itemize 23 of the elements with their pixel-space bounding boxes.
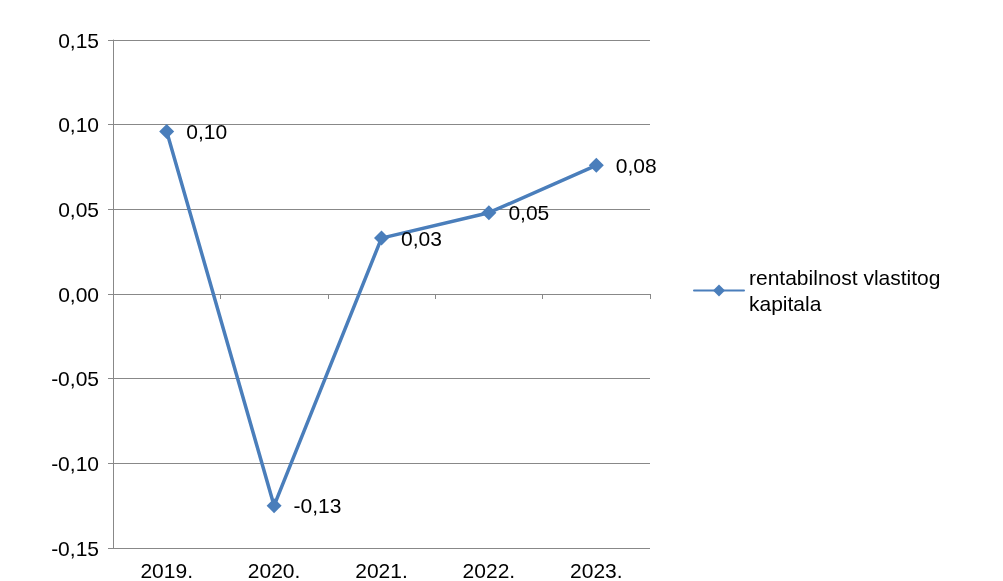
y-tick-label: -0,10 bbox=[51, 451, 99, 475]
x-tick-label: 2021. bbox=[355, 559, 408, 581]
y-tick-label: 0,00 bbox=[58, 282, 99, 306]
point bbox=[266, 498, 282, 514]
y-tick-label: 0,10 bbox=[58, 113, 99, 137]
y-tick-label: -0,15 bbox=[51, 536, 99, 560]
x-tick-label: 2019. bbox=[140, 559, 193, 581]
point bbox=[159, 123, 175, 139]
point bbox=[588, 157, 604, 173]
data-label: 0,10 bbox=[186, 119, 228, 143]
data-label: 0,03 bbox=[401, 226, 442, 250]
x-tick-label: 2020. bbox=[247, 559, 301, 581]
point bbox=[481, 205, 497, 221]
data-label: -0,13 bbox=[293, 494, 342, 518]
x-tick-label: 2022. bbox=[462, 559, 516, 581]
y-tick-label: 0,05 bbox=[58, 197, 99, 221]
data-label: 0,08 bbox=[615, 153, 657, 177]
point bbox=[374, 230, 389, 246]
legend-label: rentabilnost vlastitog kapitala bbox=[749, 266, 947, 315]
x-tick-label: 2023. bbox=[570, 559, 623, 581]
y-tick-label: -0,05 bbox=[51, 367, 99, 391]
y-tick-label: 0,15 bbox=[58, 28, 99, 52]
data-label: 0,05 bbox=[508, 201, 550, 225]
